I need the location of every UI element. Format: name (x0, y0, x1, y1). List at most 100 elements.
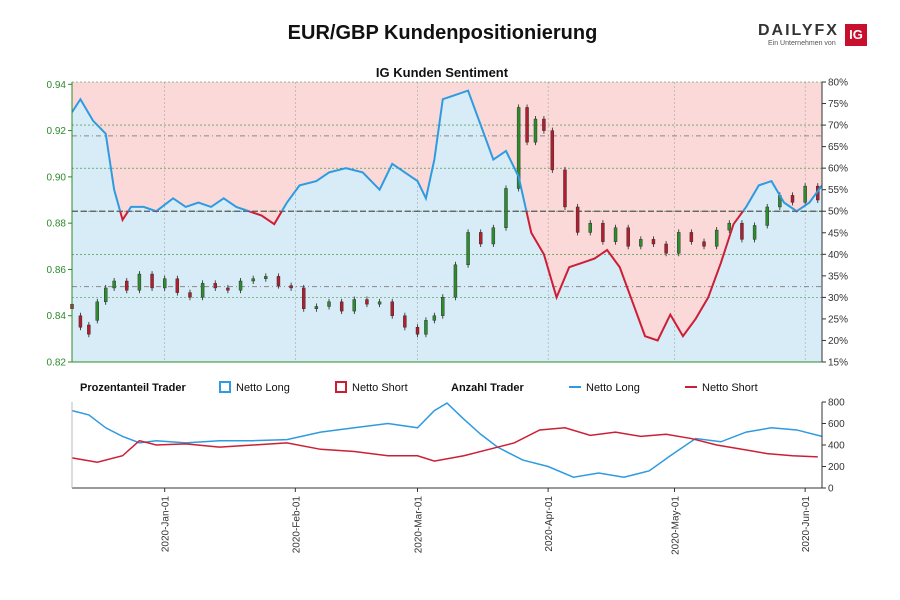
legend-label-long: Netto Long (236, 382, 290, 394)
candle (575, 206, 580, 233)
chart-subtitle: IG Kunden Sentiment (376, 65, 509, 80)
price-tick-label: 0.84 (47, 311, 67, 322)
candle (137, 273, 142, 291)
x-tick-label: 2020-Feb-01 (291, 496, 302, 554)
candle (563, 169, 567, 208)
short-area (72, 82, 822, 341)
candle (479, 232, 483, 245)
candle (533, 118, 538, 143)
candle (626, 227, 630, 247)
dailyfx-logo: DAILYFX Ein Unternehmen von IG (758, 22, 870, 50)
candle (689, 232, 694, 242)
candle (150, 273, 154, 289)
percent-tick-label: 55% (828, 185, 848, 196)
x-tick-label: 2020-Apr-01 (544, 496, 555, 552)
percent-tick-label: 15% (828, 358, 848, 369)
price-tick-label: 0.82 (47, 358, 67, 369)
sentiment-line-short (119, 211, 799, 342)
page-title: EUR/GBP Kundenpositionierung (287, 22, 598, 44)
candle (327, 301, 331, 307)
candle (289, 285, 293, 289)
percent-tick-label: 65% (828, 142, 848, 153)
legend-label-short-count: Netto Short (702, 382, 758, 394)
candle (453, 264, 458, 298)
candle (441, 297, 445, 316)
brand-wordmark: DAILYFX (758, 22, 839, 39)
price-tick-label: 0.94 (47, 80, 67, 91)
percent-tick-label: 35% (828, 271, 848, 282)
ig-logo: IG (845, 24, 867, 46)
percent-tick-label: 45% (828, 228, 848, 239)
percent-tick-label: 80% (828, 78, 848, 89)
percent-tick-label: 50% (828, 207, 848, 218)
count-tick-label: 400 (828, 441, 845, 452)
candle (752, 225, 757, 240)
count-tick-label: 600 (828, 419, 845, 430)
legend: Prozentanteil Trader Netto Long Netto Sh… (80, 381, 758, 394)
candle (125, 280, 129, 291)
price-tick-label: 0.92 (47, 126, 67, 137)
percent-tick-label: 60% (828, 164, 848, 175)
candle (601, 222, 605, 242)
candle (112, 280, 116, 289)
count-tick-label: 0 (828, 484, 834, 495)
candle (162, 278, 167, 289)
candle (491, 227, 496, 245)
candle (727, 222, 732, 231)
x-tick-label: 2020-Mar-01 (414, 496, 425, 554)
x-axis: 2020-Jan-01 2020-Feb-01 2020-Mar-01 2020-Ap… (161, 488, 812, 555)
candle (95, 301, 99, 321)
candle (377, 301, 382, 305)
candle (238, 280, 243, 291)
candle (226, 287, 230, 291)
candle (714, 229, 719, 247)
candle (588, 222, 592, 233)
price-tick-label: 0.86 (47, 265, 67, 276)
candle (613, 227, 618, 242)
percent-tick-label: 25% (828, 314, 848, 325)
candle (403, 315, 407, 328)
price-tick-label: 0.88 (47, 219, 67, 230)
sentiment-line-long (72, 89, 822, 212)
candle (264, 276, 268, 279)
candle (516, 107, 521, 189)
candle (432, 315, 437, 321)
legend-title-count: Anzahl Trader (451, 382, 524, 394)
percent-tick-label: 20% (828, 336, 848, 347)
legend-label-long-count: Netto Long (586, 382, 640, 394)
x-tick-label: 2020-Jun-01 (801, 496, 812, 553)
candle (200, 283, 205, 298)
candle (78, 315, 83, 328)
candle (651, 239, 656, 245)
candle (525, 107, 529, 143)
candle (339, 301, 344, 312)
candle (188, 292, 192, 298)
candle (365, 299, 369, 305)
candle (104, 287, 108, 303)
count-tick-label: 200 (828, 462, 845, 473)
count-line-short (71, 427, 818, 463)
count-line-long (71, 402, 823, 479)
candle (504, 188, 508, 228)
candle (466, 232, 470, 266)
candle (677, 232, 681, 254)
x-tick-label: 2020-May-01 (671, 496, 682, 555)
candle (302, 287, 306, 309)
candle (175, 278, 180, 293)
count-tick-label: 800 (828, 398, 845, 409)
brand-tagline: Ein Unternehmen von (768, 40, 836, 47)
candle (740, 222, 744, 240)
candle (765, 206, 769, 226)
percent-tick-label: 75% (828, 99, 848, 110)
price-tick-label: 0.90 (47, 172, 67, 183)
candle (424, 320, 428, 335)
candle (390, 301, 394, 316)
candle (314, 306, 319, 309)
legend-label-short: Netto Short (352, 382, 408, 394)
percent-tick-label: 40% (828, 250, 848, 261)
candle (702, 241, 706, 247)
candle (550, 130, 555, 171)
count-panel: 0 200 400 600 800 (71, 398, 845, 495)
percent-tick-label: 70% (828, 121, 848, 132)
